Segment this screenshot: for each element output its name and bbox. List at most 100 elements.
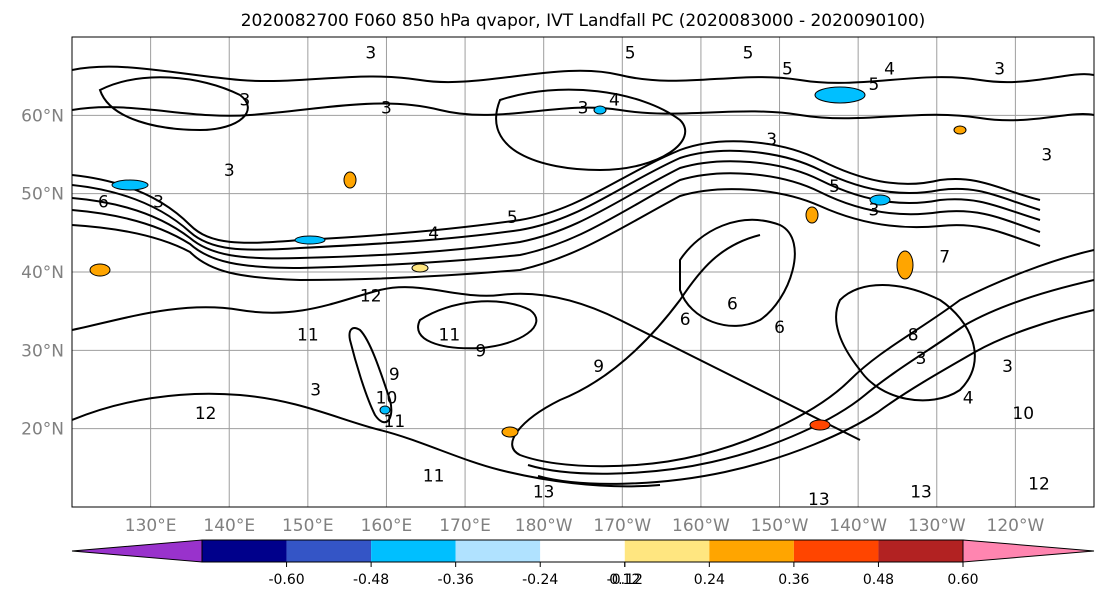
x-tick-label: 130°W [908, 516, 966, 536]
shade-orange-2 [809, 419, 831, 431]
contour-gyre-east-2 [527, 279, 1094, 475]
contour-value-label: 12 [195, 404, 217, 424]
contour-value-label: 4 [884, 59, 895, 79]
map-frame [71, 36, 1095, 508]
contour-value-label: 5 [507, 208, 518, 228]
shade-blue-2 [294, 235, 326, 245]
contour-loop-2 [679, 218, 796, 327]
contour-value-label: 11 [439, 326, 461, 346]
x-tick-label: 150°E [282, 516, 334, 536]
contour-value-label: 3 [381, 99, 392, 119]
contour-subtropic-1 [72, 286, 861, 441]
colorbar-bin [624, 540, 710, 562]
contour-value-label: 5 [743, 44, 754, 64]
contour-midlat-1 [72, 65, 1094, 84]
contour-value-label: 5 [782, 59, 793, 79]
contour-value-label: 3 [310, 381, 321, 401]
contour-midlat-2 [72, 102, 1094, 122]
contour-value-label: 6 [774, 318, 785, 338]
contour-value-label: 10 [376, 388, 398, 408]
contour-value-label: 3 [766, 130, 777, 150]
colorbar-bin [371, 540, 456, 562]
shade-blue-5 [379, 405, 391, 415]
colorbar-bin [540, 540, 625, 562]
graticule [72, 37, 1094, 507]
contour-value-label: 5 [829, 177, 840, 197]
contour-value-label: 4 [428, 224, 439, 244]
contour-value-label: 6 [727, 294, 738, 314]
contour-value-label: 11 [297, 326, 319, 346]
x-tick-label: 160°W [672, 516, 730, 536]
colorbar-bin [202, 540, 287, 562]
x-tick-label: 140°W [829, 516, 887, 536]
x-tick-label: 170°W [593, 516, 651, 536]
contour-value-label: 6 [98, 193, 109, 213]
shade-blue-6 [593, 105, 607, 115]
contour-value-label: 7 [939, 247, 950, 267]
colorbar-tick-labels: -0.60 -0.48 -0.36 -0.24 -0.120.12 0.24 0.36 0.4… [268, 562, 979, 588]
x-tick-label: 120°W [987, 516, 1045, 536]
y-tick-label: 30°N [21, 341, 64, 361]
contour-loop-1 [417, 300, 538, 350]
contour-value-label: 6 [680, 310, 691, 330]
x-tick-labels: 130°E 140°E 150°E 160°E 170°E 180°W 170°W 160°W… [125, 516, 1045, 536]
colorbar-extend-low [71, 539, 203, 563]
y-tick-label: 50°N [21, 185, 64, 205]
colorbar-tick-label: -0.36 [438, 572, 474, 588]
y-tick-labels: 20°N 30°N 40°N 50°N 60°N [21, 106, 64, 439]
colorbar-frame [201, 539, 964, 563]
contour-value-label: 11 [384, 412, 406, 432]
contour-value-label: 3 [916, 349, 927, 369]
contour-value-label: 4 [609, 91, 620, 111]
x-tick-label: 180°W [515, 516, 573, 536]
colorbar-tick-label: 0.12 [609, 572, 640, 588]
chart-title: 2020082700 F060 850 hPa qvapor, IVT Land… [241, 11, 926, 31]
contour-jet-3 [72, 160, 1041, 260]
x-tick-label: 130°E [125, 516, 177, 536]
contour-jet-4 [72, 172, 1041, 270]
contour-loop-5 [495, 88, 687, 172]
contour-value-label: 3 [1041, 146, 1052, 166]
colorbar-bin [286, 540, 372, 562]
colorbar-tick-label: -0.60 [268, 572, 304, 588]
y-tick-label: 20°N [21, 420, 64, 440]
contour-value-label: 9 [389, 365, 400, 385]
contour-jet-2 [72, 149, 1041, 251]
contour-value-label: 12 [1028, 475, 1050, 495]
colorbar-bin [878, 540, 963, 562]
colorbar-bin [455, 540, 541, 562]
contour-loop-4 [98, 76, 249, 132]
contour-value-label: 9 [593, 357, 604, 377]
shade-blue-4 [869, 194, 891, 206]
colorbar-bin [709, 540, 794, 562]
shade-orange-4 [343, 171, 357, 189]
shade-orange-7 [953, 125, 967, 135]
shade-yellow-1 [411, 263, 429, 273]
colorbar-tick-label: 0.36 [778, 572, 809, 588]
contour-gyre-east-3 [537, 309, 1094, 485]
contour-value-label: 3 [1002, 357, 1013, 377]
contour-gyre-east [511, 234, 1094, 468]
colorbar-tick-label: -0.12 [607, 572, 643, 588]
contour-island [348, 327, 393, 424]
colorbar-bin [793, 540, 879, 562]
qvapor-shading [89, 86, 967, 438]
shade-blue-1 [111, 179, 149, 191]
colorbar-tick-label: 0.60 [947, 572, 978, 588]
contour-lines [72, 65, 1094, 488]
shade-blue-3 [814, 86, 866, 104]
contour-value-label: 5 [625, 44, 636, 64]
x-tick-label: 150°W [751, 516, 809, 536]
colorbar-tick-label: -0.24 [522, 572, 558, 588]
contour-value-label: 13 [910, 482, 932, 502]
contour-value-label: 13 [808, 490, 830, 510]
colorbar-tick-label: -0.48 [353, 572, 389, 588]
y-tick-label: 60°N [21, 106, 64, 126]
x-tick-label: 140°E [203, 516, 255, 536]
contour-value-label: 11 [423, 467, 445, 487]
shade-orange-6 [805, 206, 819, 224]
y-tick-label: 40°N [21, 263, 64, 283]
contour-subtropic-2 [72, 392, 661, 488]
